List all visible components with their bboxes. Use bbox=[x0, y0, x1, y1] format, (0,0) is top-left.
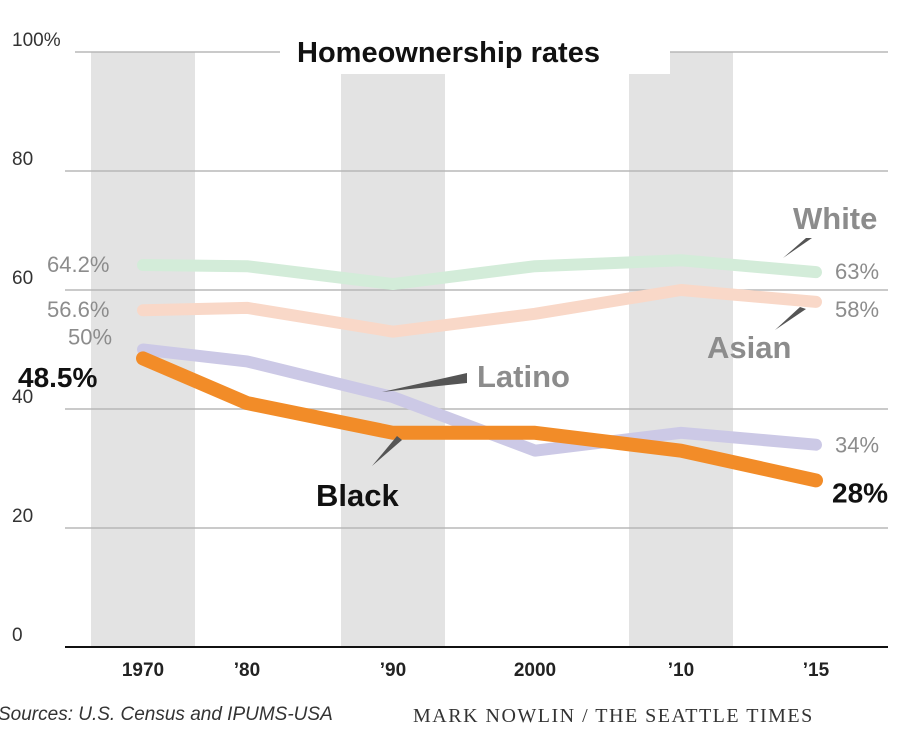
start-label-white: 64.2% bbox=[47, 252, 109, 277]
x-tick-label-2: ’90 bbox=[380, 660, 406, 681]
shaded-band-2 bbox=[629, 52, 733, 647]
start-label-black: 48.5% bbox=[18, 362, 97, 393]
series-line-asian bbox=[137, 284, 822, 338]
author-credit: MARK NOWLIN / THE SEATTLE TIMES bbox=[413, 705, 814, 727]
end-label-white: 63% bbox=[835, 259, 879, 284]
series-annotations: 64.2% 63% White 56.6% 58% Asian 50% 34% Latino 48… bbox=[18, 201, 888, 513]
series-line-white bbox=[137, 254, 822, 291]
y-tick-label-80: 80 bbox=[12, 149, 33, 170]
gridlines bbox=[65, 51, 888, 529]
x-tick-label-4: ’10 bbox=[668, 660, 694, 681]
x-tick-label-1: ’80 bbox=[234, 660, 260, 681]
series-lines bbox=[136, 254, 823, 488]
x-tick-label-5: ’15 bbox=[803, 660, 830, 681]
y-tick-label-60: 60 bbox=[12, 268, 33, 289]
x-tick-label-3: 2000 bbox=[514, 660, 556, 681]
start-label-asian: 56.6% bbox=[47, 297, 109, 322]
shaded-band-1 bbox=[341, 52, 445, 647]
y-axis-ticks: 100% 80 60 40 20 0 bbox=[12, 30, 61, 646]
end-label-asian: 58% bbox=[835, 297, 879, 322]
pointer-white bbox=[783, 238, 812, 258]
pointer-latino bbox=[382, 373, 467, 392]
x-tick-label-0: 1970 bbox=[122, 660, 164, 681]
series-line-latino bbox=[137, 343, 822, 457]
series-name-black: Black bbox=[316, 478, 399, 513]
series-name-white: White bbox=[793, 201, 877, 236]
series-name-asian: Asian bbox=[707, 330, 791, 365]
end-label-black: 28% bbox=[832, 477, 888, 508]
pointer-black bbox=[372, 436, 402, 466]
series-name-latino: Latino bbox=[477, 359, 570, 394]
x-axis: 1970 ’80 ’90 2000 ’10 ’15 bbox=[65, 646, 888, 681]
y-tick-label-0: 0 bbox=[12, 625, 23, 646]
shaded-bands bbox=[91, 52, 733, 647]
y-tick-label-100: 100% bbox=[12, 30, 61, 51]
series-line-black bbox=[136, 351, 823, 488]
y-tick-label-20: 20 bbox=[12, 506, 33, 527]
end-label-latino: 34% bbox=[835, 433, 879, 458]
chart-title: Homeownership rates bbox=[297, 37, 600, 69]
chart-title-group: Homeownership rates bbox=[280, 30, 670, 74]
start-label-latino: 50% bbox=[68, 325, 112, 350]
pointer-asian bbox=[775, 307, 806, 330]
source-note: Sources: U.S. Census and IPUMS-USA bbox=[0, 704, 333, 725]
y-tick-label-40: 40 bbox=[12, 387, 33, 408]
